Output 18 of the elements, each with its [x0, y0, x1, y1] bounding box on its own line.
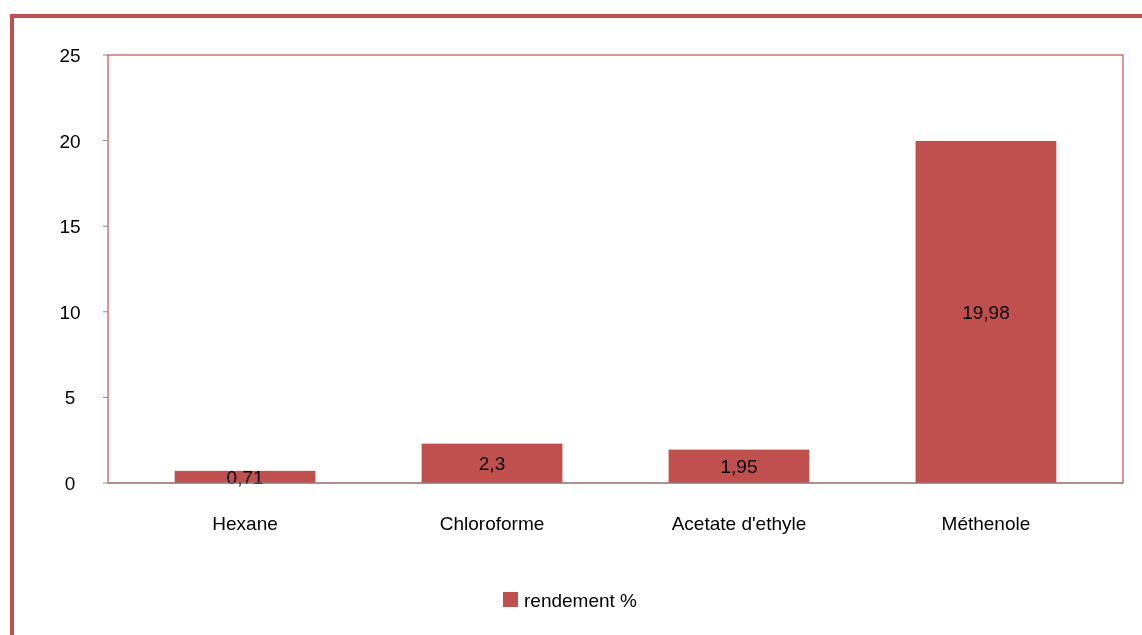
- y-tick-label: 10: [59, 301, 81, 323]
- bar: [668, 449, 810, 483]
- bar: [915, 140, 1057, 483]
- y-tick-label: 20: [59, 130, 81, 152]
- y-tick-label: 25: [59, 45, 81, 66]
- data-label: 1,95: [720, 456, 758, 478]
- x-tick-label: Hexane: [212, 513, 278, 534]
- data-label: 2,3: [478, 453, 506, 475]
- legend-label: rendement %: [524, 590, 638, 611]
- data-label: 19,98: [962, 301, 1010, 323]
- x-tick-label: Acetate d'ethyle: [671, 513, 807, 534]
- data-label: 0,71: [226, 466, 264, 488]
- y-tick-label: 5: [64, 387, 76, 409]
- x-tick-label: Chloroforme: [439, 513, 545, 534]
- y-tick-label: 0: [64, 473, 76, 494]
- bar: [421, 443, 563, 483]
- y-tick-label: 15: [59, 216, 81, 238]
- x-tick-label: Méthenole: [941, 513, 1031, 534]
